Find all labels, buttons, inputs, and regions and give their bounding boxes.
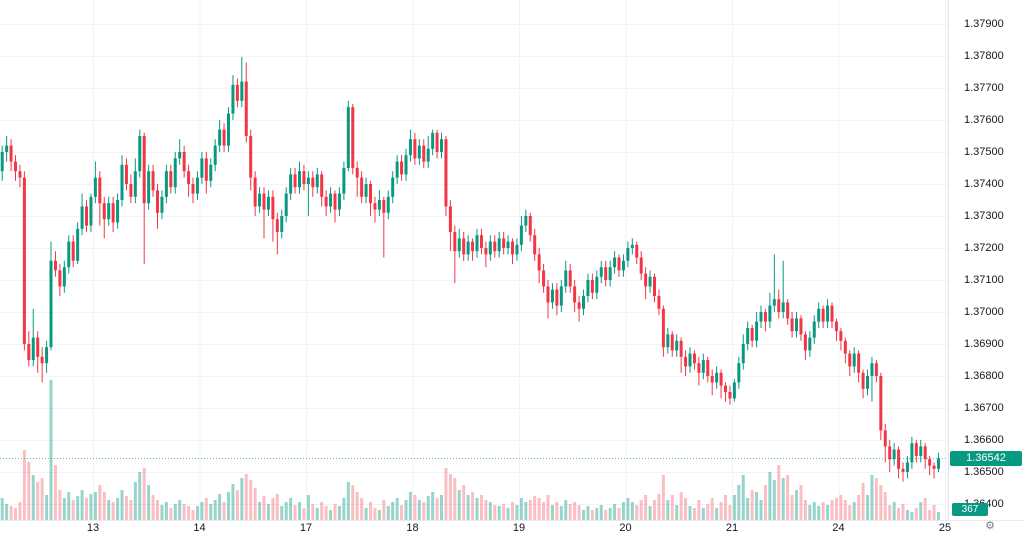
- price-axis-label: 1.36800: [964, 370, 1004, 382]
- price-axis-label: 1.36600: [964, 434, 1004, 446]
- time-axis-label: 20: [619, 522, 632, 534]
- time-axis-label: 17: [299, 522, 313, 534]
- price-axis-label: 1.37400: [964, 178, 1004, 190]
- time-axis-label: 21: [725, 522, 739, 534]
- time-axis-label: 25: [938, 522, 952, 534]
- price-axis-label: 1.37800: [964, 50, 1004, 62]
- price-axis-label: 1.36900: [964, 338, 1004, 350]
- price-axis-label: 1.37700: [964, 82, 1004, 94]
- price-axis[interactable]: 1.37900 1.37800 1.37700 1.37600 1.37500 1.374…: [948, 0, 1024, 520]
- candles: [0, 56, 941, 482]
- price-axis-label: 1.37300: [964, 210, 1004, 222]
- price-axis-label: 1.37000: [964, 306, 1004, 318]
- price-axis-label: 1.37500: [964, 146, 1004, 158]
- time-axis-label: 24: [832, 522, 845, 534]
- time-axis-label: 14: [193, 522, 206, 534]
- price-axis-label: 1.36700: [964, 402, 1004, 414]
- price-axis-label: 1.37600: [964, 114, 1004, 126]
- price-pane[interactable]: [0, 0, 948, 520]
- price-axis-label: 1.36500: [964, 466, 1004, 478]
- time-axis[interactable]: 13 14 17 18 19 20 21 24 25: [0, 520, 1024, 534]
- price-axis-label: 1.37200: [964, 242, 1004, 254]
- price-axis-label: 1.37100: [964, 274, 1004, 286]
- price-axis-label: 1.37900: [964, 18, 1004, 30]
- volume-bars: [0, 380, 941, 520]
- time-axis-label: 18: [406, 522, 419, 534]
- grid-lines: [0, 0, 948, 520]
- time-axis-label: 13: [86, 522, 100, 534]
- last-price-badge: 1.36542: [950, 451, 1022, 467]
- time-axis-label: 19: [512, 522, 526, 534]
- volume-badge: 367: [952, 503, 988, 516]
- axis-settings-gear-icon[interactable]: ⚙: [985, 520, 995, 532]
